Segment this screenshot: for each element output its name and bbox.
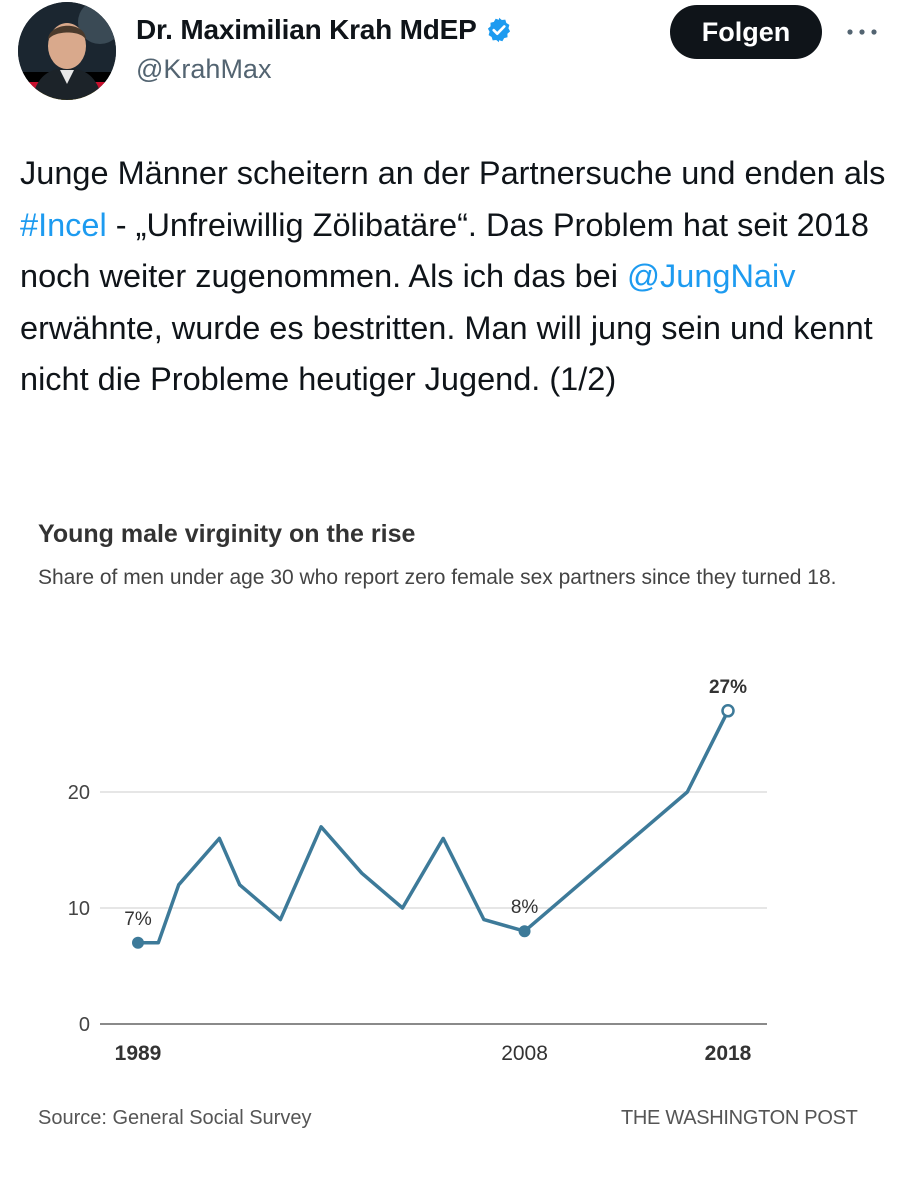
tweet-text-part: - „Unfreiwillig Zölibatäre“. Das Problem… <box>20 206 869 295</box>
hashtag-link[interactable]: #Incel <box>20 206 107 243</box>
data-label: 7% <box>124 909 152 930</box>
verified-badge-icon <box>485 16 513 44</box>
author-handle[interactable]: @KrahMax <box>136 54 272 84</box>
chart-subtitle: Share of men under age 30 who report zer… <box>38 566 837 589</box>
chart-publisher: THE WASHINGTON POST <box>621 1107 858 1129</box>
y-tick-label: 0 <box>79 1014 90 1036</box>
data-point <box>518 925 531 938</box>
data-label: 8% <box>511 897 539 918</box>
y-tick-label: 20 <box>68 782 90 804</box>
series-line <box>136 709 730 945</box>
author-name-row: Dr. Maximilian Krah MdEP <box>136 14 513 46</box>
line-chart: 0 10 20 1989 2008 2018 7% 8% 27% <box>68 677 767 1065</box>
y-tick-label: 10 <box>68 898 90 920</box>
avatar-image <box>18 2 116 100</box>
tweet-header: Dr. Maximilian Krah MdEP @KrahMax Folgen <box>0 0 903 110</box>
x-tick-label: 2018 <box>705 1042 752 1065</box>
avatar[interactable] <box>18 2 116 100</box>
tweet-text-part: Junge Männer scheitern an der Partnersuc… <box>20 155 886 191</box>
data-label: 27% <box>709 677 747 698</box>
x-tick-label: 2008 <box>501 1042 548 1065</box>
tweet-text-part: erwähnte, wurde es bestritten. Man will … <box>20 309 873 398</box>
chart-source: Source: General Social Survey <box>38 1107 312 1129</box>
follow-button[interactable]: Folgen <box>670 5 822 59</box>
data-point <box>721 704 735 718</box>
mention-link[interactable]: @JungNaiv <box>627 258 796 294</box>
chart-image[interactable]: 0 10 20 1989 2008 2018 7% 8% 27% Young male virg… <box>0 500 903 1200</box>
data-point <box>132 936 144 949</box>
x-tick-label: 1989 <box>115 1042 162 1065</box>
author-display-name[interactable]: Dr. Maximilian Krah MdEP <box>136 14 477 45</box>
more-options-icon[interactable] <box>842 18 882 46</box>
tweet-text: Junge Männer scheitern an der Partnersuc… <box>20 148 890 406</box>
chart-title: Young male virginity on the rise <box>38 520 416 548</box>
